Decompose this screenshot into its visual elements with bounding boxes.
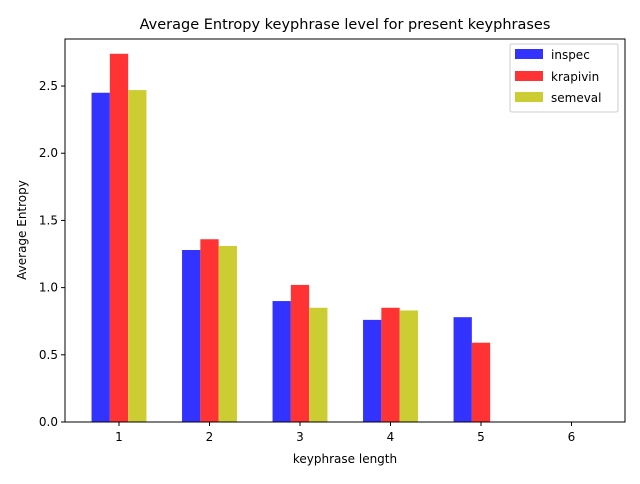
bar-inspec-3 (272, 301, 291, 422)
legend-swatch-semeval (515, 92, 543, 102)
bar-krapivin-5 (471, 342, 491, 422)
x-tick-label: 2 (206, 430, 214, 444)
legend-label-krapivin: krapivin (551, 70, 599, 84)
x-tick-label: 3 (296, 430, 304, 444)
bar-krapivin-3 (290, 284, 310, 422)
bar-semeval-3 (309, 307, 328, 422)
y-axis-label: Average Entropy (15, 180, 29, 280)
legend: inspec krapivin semeval (509, 43, 619, 113)
axes-layer: 1 2 3 4 5 6 0.0 0.5 1.0 1.5 2.0 2.5 (39, 79, 575, 444)
legend-swatch-krapivin (515, 71, 543, 81)
plot-frame (64, 38, 626, 423)
legend-label-inspec: inspec (551, 48, 590, 62)
bars-layer (91, 53, 491, 422)
bar-inspec-4 (363, 319, 382, 422)
bar-inspec-5 (453, 317, 472, 422)
bar-krapivin-4 (381, 307, 400, 422)
bar-semeval-1 (128, 90, 147, 422)
x-tick-label: 1 (115, 430, 123, 444)
bar-krapivin-2 (200, 239, 219, 422)
y-tick-label: 1.0 (39, 281, 58, 295)
x-axis-label: keyphrase length (293, 452, 397, 466)
bar-semeval-4 (399, 310, 418, 422)
chart-title: Average Entropy keyphrase level for pres… (140, 17, 551, 33)
y-tick-label: 0.5 (39, 348, 58, 362)
y-tick-label: 1.5 (39, 213, 58, 227)
bar-inspec-1 (91, 92, 110, 422)
legend-label-semeval: semeval (551, 91, 602, 105)
x-tick-label: 5 (477, 430, 485, 444)
bar-semeval-2 (218, 245, 237, 422)
x-tick-label: 6 (568, 430, 576, 444)
x-tick-label: 4 (387, 430, 395, 444)
y-tick-label: 0.0 (39, 415, 58, 429)
y-tick-label: 2.0 (39, 146, 58, 160)
legend-swatch-inspec (515, 49, 543, 59)
y-tick-label: 2.5 (39, 79, 58, 93)
bar-krapivin-1 (109, 53, 129, 422)
bar-inspec-2 (182, 249, 201, 422)
